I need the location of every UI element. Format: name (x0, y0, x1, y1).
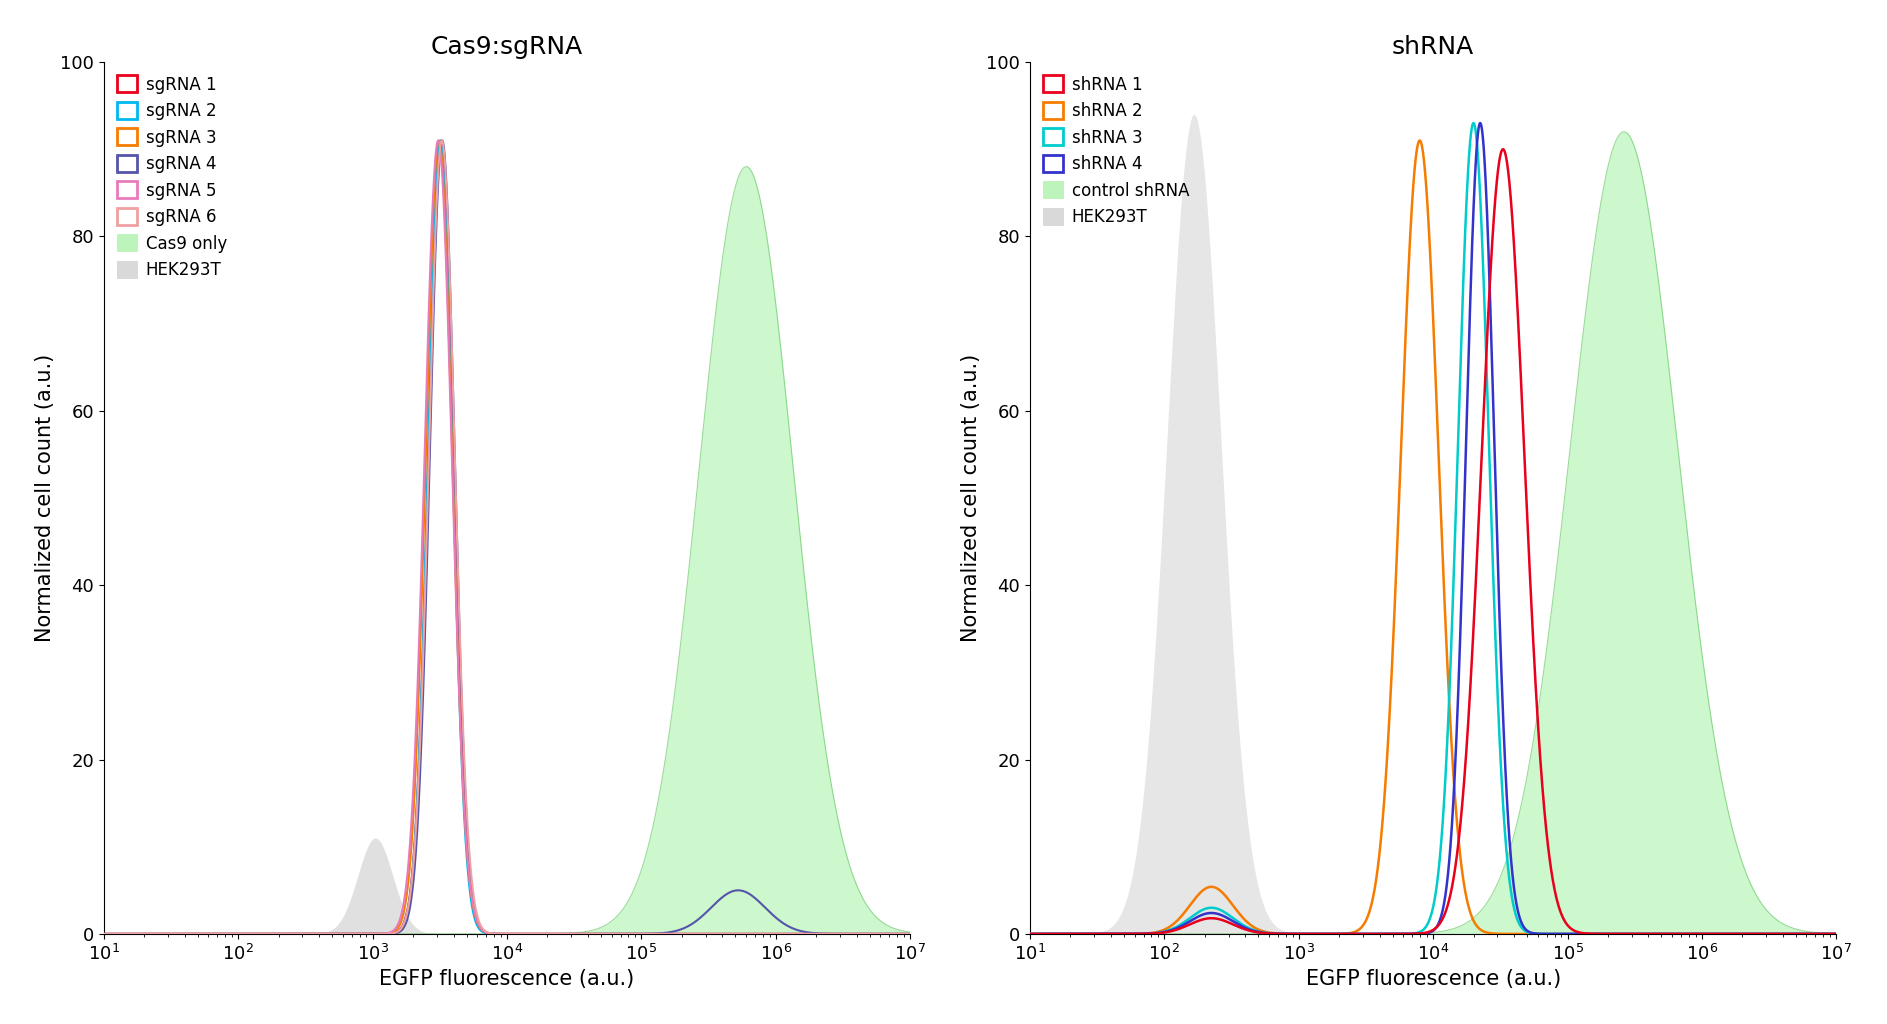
Y-axis label: Normalized cell count (a.u.): Normalized cell count (a.u.) (960, 354, 981, 642)
Y-axis label: Normalized cell count (a.u.): Normalized cell count (a.u.) (34, 354, 55, 642)
Legend: shRNA 1, shRNA 2, shRNA 3, shRNA 4, control shRNA, HEK293T: shRNA 1, shRNA 2, shRNA 3, shRNA 4, cont… (1038, 71, 1194, 231)
X-axis label: EGFP fluorescence (a.u.): EGFP fluorescence (a.u.) (379, 970, 634, 989)
Title: Cas9:sgRNA: Cas9:sgRNA (430, 35, 583, 58)
Legend: sgRNA 1, sgRNA 2, sgRNA 3, sgRNA 4, sgRNA 5, sgRNA 6, Cas9 only, HEK293T: sgRNA 1, sgRNA 2, sgRNA 3, sgRNA 4, sgRN… (111, 71, 232, 284)
Title: shRNA: shRNA (1393, 35, 1474, 58)
X-axis label: EGFP fluorescence (a.u.): EGFP fluorescence (a.u.) (1306, 970, 1561, 989)
